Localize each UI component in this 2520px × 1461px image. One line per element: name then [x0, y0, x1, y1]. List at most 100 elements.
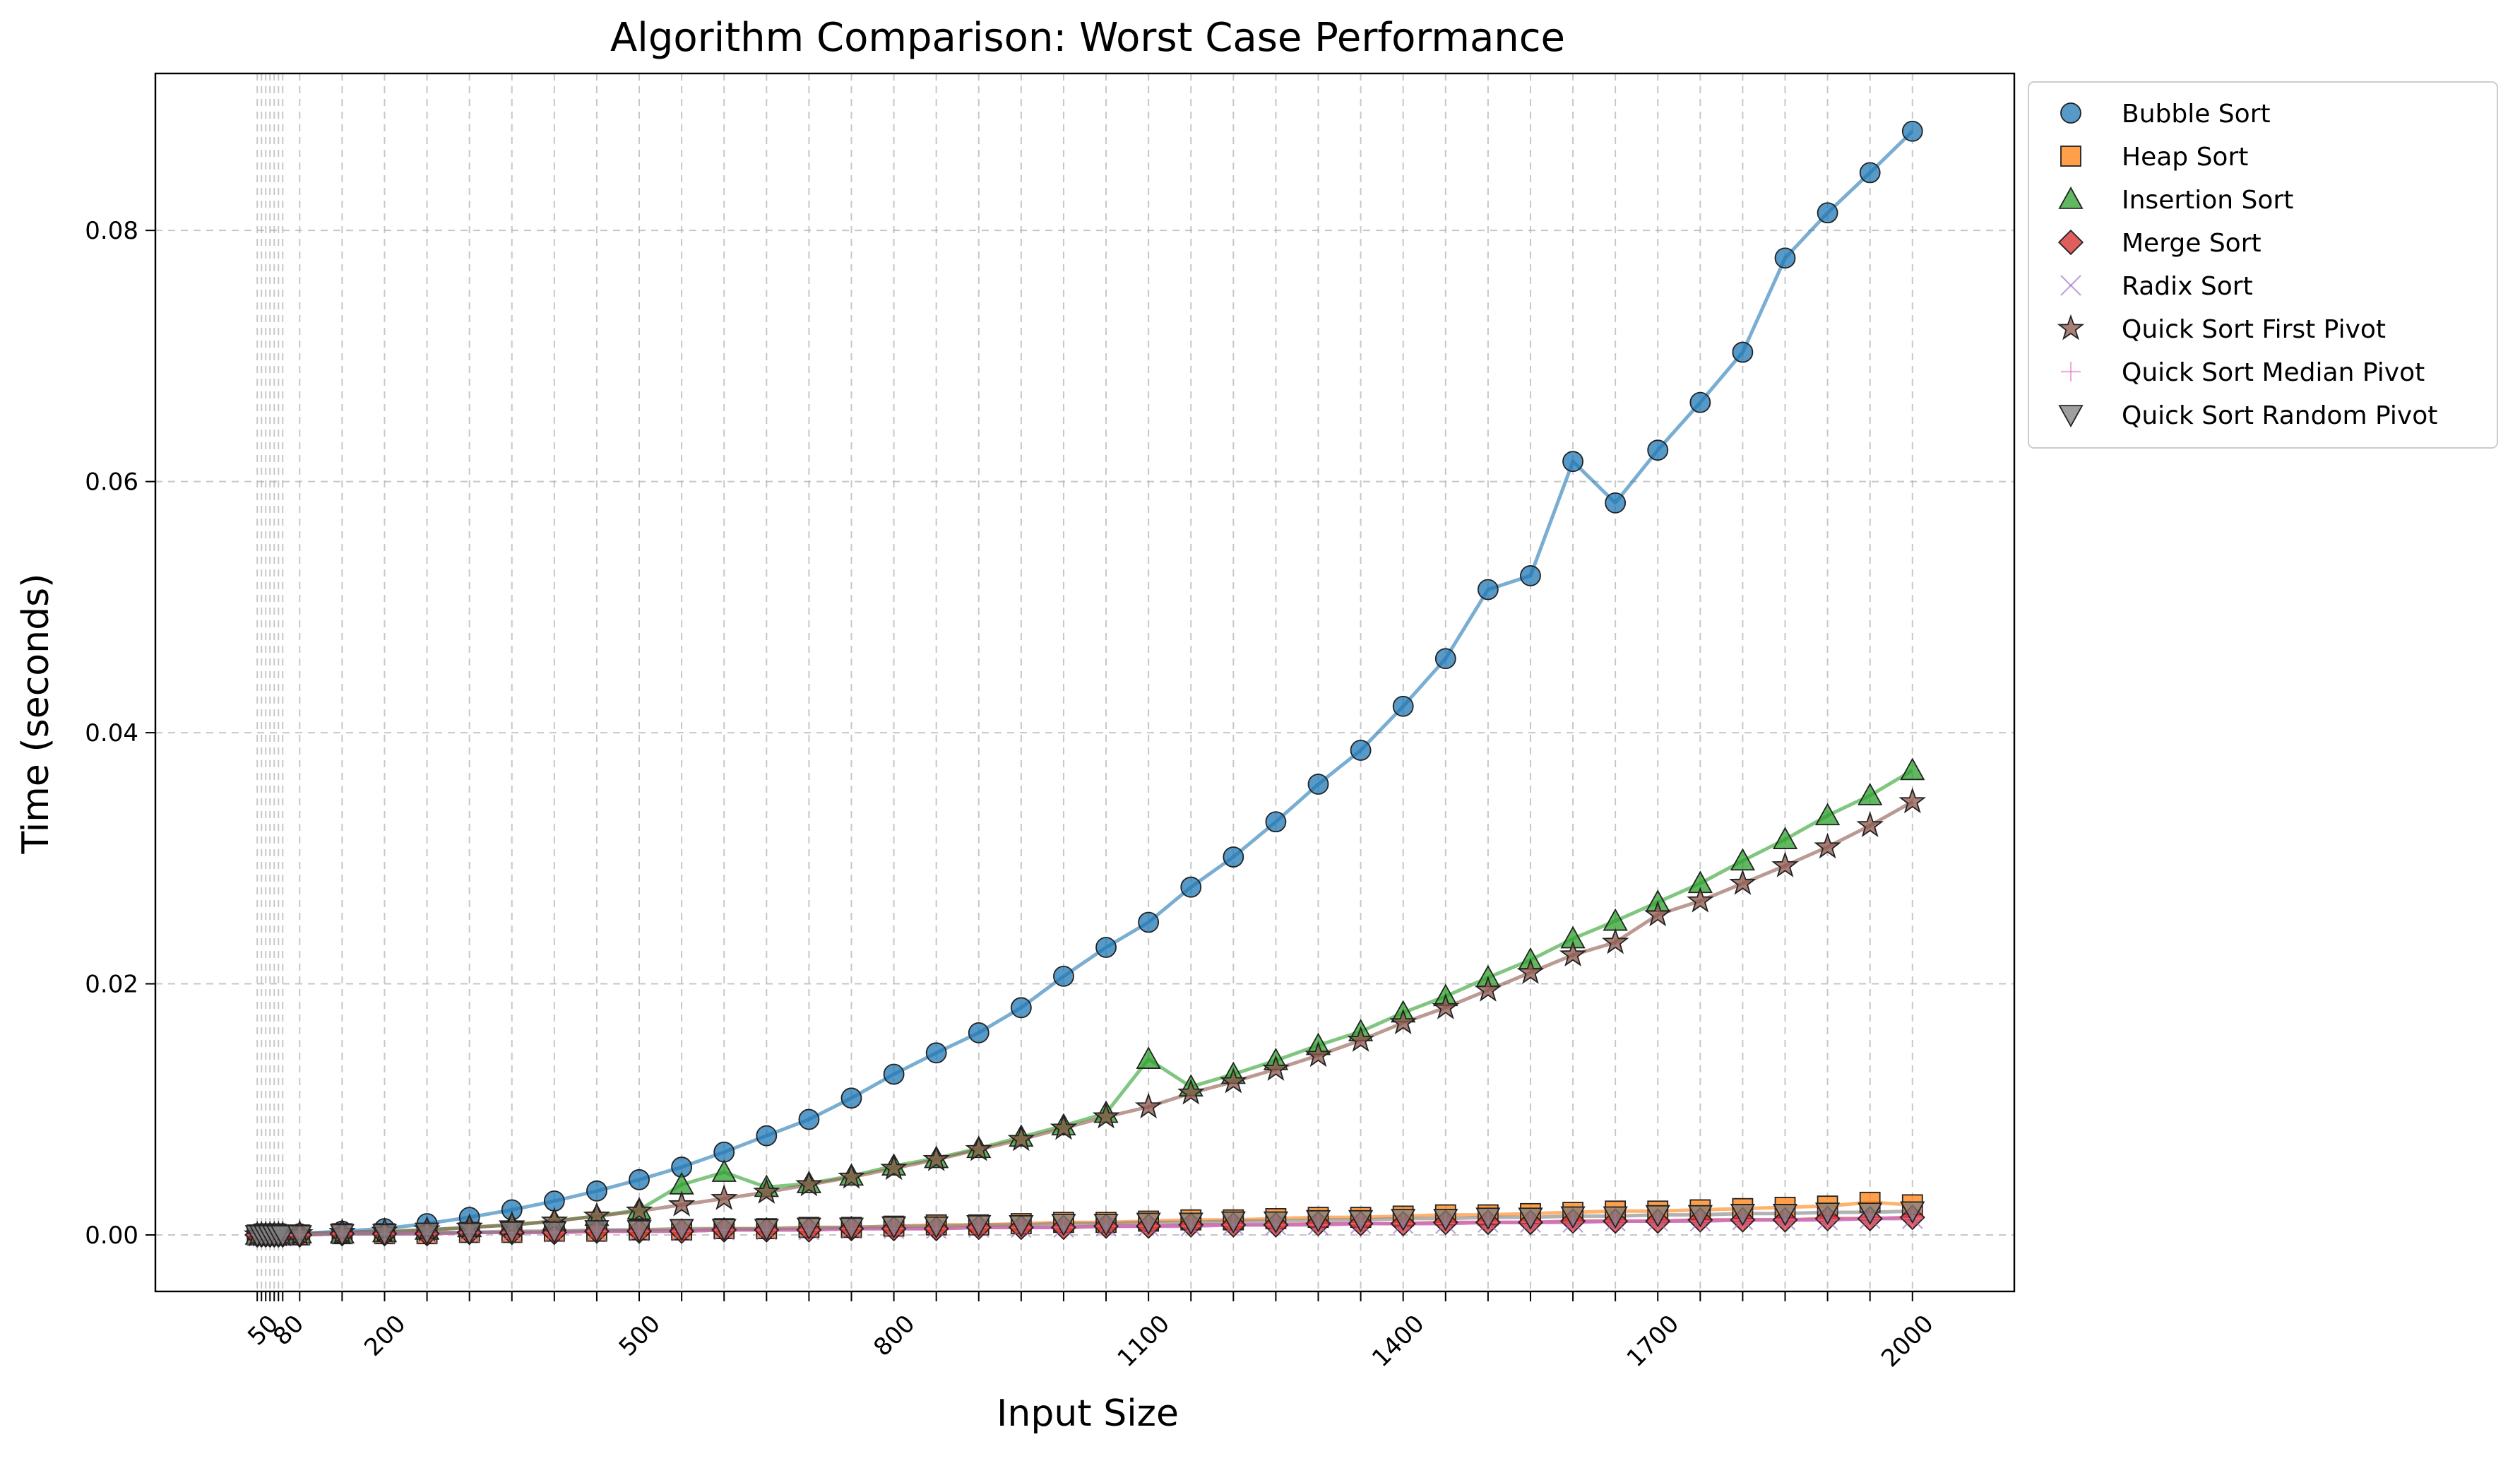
quick-sort-random-pivot-point — [796, 1217, 822, 1241]
y-tick-label: 0.08 — [85, 217, 138, 245]
legend-bubble-sort-label: Bubble Sort — [2122, 100, 2271, 129]
quick-sort-random-pivot-point — [966, 1215, 992, 1238]
quick-sort-first-pivot-point — [1050, 1113, 1078, 1140]
quick-sort-random-pivot-point — [1220, 1211, 1246, 1234]
quick-sort-random-pivot-point — [1391, 1209, 1416, 1231]
x-marker-stroke — [2060, 275, 2081, 296]
quick-sort-first-pivot-point — [1687, 887, 1714, 913]
quick-sort-random-pivot-point — [1009, 1215, 1034, 1238]
y-tick-label: 0.06 — [85, 468, 138, 497]
quick-sort-random-pivot-point — [270, 1225, 295, 1248]
quick-sort-first-pivot-point — [1304, 1041, 1332, 1067]
bubble-sort-point — [1138, 911, 1160, 933]
bubble-sort-point — [1605, 492, 1627, 514]
bubble-sort-point — [883, 1063, 905, 1085]
quick-sort-random-pivot-point — [1475, 1207, 1501, 1231]
quick-sort-first-pivot-point — [710, 1184, 738, 1210]
quick-sort-random-pivot-point — [1093, 1214, 1119, 1236]
quick-sort-first-pivot-point — [1516, 958, 1545, 984]
quick-sort-random-pivot-point — [626, 1220, 652, 1243]
quick-sort-first-pivot-point — [1856, 811, 1884, 838]
quick-sort-first-pivot-point — [795, 1170, 823, 1197]
quick-sort-first-pivot-point — [1220, 1067, 1247, 1094]
quick-sort-random-pivot-point — [1603, 1206, 1628, 1229]
quick-sort-random-pivot-point — [542, 1221, 567, 1244]
bubble-sort-point — [586, 1180, 607, 1202]
quick-sort-random-pivot-point — [1518, 1207, 1543, 1231]
legend-heap-sort-label: Heap Sort — [2122, 143, 2248, 172]
quick-sort-random-pivot-markers — [244, 1201, 1925, 1248]
quick-sort-first-pivot-point — [922, 1145, 950, 1171]
y-axis-label: Time (seconds) — [15, 574, 57, 855]
plot-frame — [154, 72, 2016, 1293]
bubble-sort-point — [1689, 391, 1711, 413]
legend-quick-sort-first-pivot-label: Quick Sort First Pivot — [2122, 315, 2386, 344]
insertion-sort-point — [1772, 827, 1798, 849]
x-axis-label: Input Size — [997, 1392, 1179, 1435]
legend-radix-sort-label: Radix Sort — [2122, 272, 2253, 301]
legend-insertion-sort-label: Insertion Sort — [2122, 186, 2293, 215]
quick-sort-random-pivot-point — [1178, 1212, 1203, 1236]
bubble-sort-point — [840, 1087, 862, 1109]
bubble-sort-point — [798, 1108, 820, 1130]
quick-sort-random-pivot-point — [1348, 1209, 1374, 1233]
quick-sort-random-pivot-point — [924, 1216, 949, 1239]
quick-sort-random-pivot-point — [414, 1222, 440, 1246]
bubble-sort-point — [1223, 846, 1244, 868]
bubble-sort-point — [1859, 162, 1881, 184]
quick-sort-random-pivot-point — [838, 1217, 864, 1241]
quick-sort-random-pivot-point — [754, 1219, 779, 1242]
quick-sort-first-pivot-point — [625, 1197, 653, 1223]
quick-sort-first-pivot-point — [1814, 832, 1841, 859]
quick-sort-first-pivot-point — [1134, 1092, 1163, 1119]
quick-sort-first-pivot-point — [1262, 1055, 1290, 1081]
quick-sort-random-pivot-point — [1263, 1211, 1289, 1234]
bubble-sort-point — [1180, 876, 1202, 898]
bubble-sort-point — [1774, 247, 1796, 269]
quick-sort-first-pivot-point — [1559, 940, 1587, 967]
quick-sort-random-pivot-point — [1305, 1209, 1331, 1233]
quick-sort-first-pivot-point — [1007, 1125, 1035, 1152]
bubble-sort-point — [1901, 120, 1923, 142]
quick-sort-first-pivot-point — [1771, 851, 1799, 877]
quick-sort-random-pivot-point — [1136, 1212, 1161, 1236]
quick-sort-random-pivot-point — [1858, 1202, 1883, 1225]
bubble-sort-point — [1434, 648, 1456, 670]
insertion-sort-point — [1814, 803, 1841, 826]
legend-merge-sort-marker — [2057, 229, 2084, 256]
quick-sort-first-pivot-point — [667, 1190, 696, 1217]
quick-sort-random-pivot-point — [1645, 1205, 1670, 1228]
bubble-sort-point — [1350, 740, 1372, 761]
legend-heap-sort-marker — [2060, 146, 2081, 167]
series-markers — [243, 120, 1927, 1248]
y-tick-label: 0.02 — [85, 971, 138, 999]
bubble-sort-point — [1477, 579, 1499, 601]
quick-sort-random-pivot-point — [372, 1224, 398, 1247]
quick-sort-first-pivot-point — [1729, 869, 1757, 895]
quick-sort-first-pivot-point — [1177, 1078, 1205, 1105]
insertion-sort-point — [1858, 783, 1883, 805]
quick-sort-first-pivot-point — [1898, 787, 1927, 814]
chart-title: Algorithm Comparison: Worst Case Perform… — [610, 15, 1565, 61]
quick-sort-random-pivot-point — [669, 1219, 694, 1242]
bubble-sort-point — [1010, 997, 1032, 1019]
quick-sort-random-pivot-point — [457, 1222, 482, 1246]
series-lines — [257, 130, 1914, 1237]
quick-sort-random-pivot-line — [257, 1209, 1913, 1237]
bubble-sort-point — [1095, 937, 1117, 958]
legend-quick-sort-median-pivot-marker — [2061, 362, 2081, 381]
quick-sort-random-pivot-point — [1730, 1204, 1756, 1226]
quick-sort-first-pivot-point — [880, 1154, 908, 1181]
quick-sort-first-pivot-point — [1389, 1008, 1417, 1035]
quick-sort-random-pivot-point — [1900, 1201, 1925, 1224]
bubble-sort-point — [1520, 565, 1541, 586]
legend-quick-sort-first-pivot-marker — [2057, 314, 2085, 341]
bubble-sort-point — [1392, 695, 1414, 717]
bubble-sort-point — [713, 1141, 735, 1163]
quick-sort-first-pivot-point — [1644, 900, 1672, 927]
quick-sort-first-pivot-point — [838, 1163, 865, 1189]
quick-sort-first-pivot-point — [1474, 976, 1502, 1002]
insertion-sort-point — [711, 1159, 737, 1182]
